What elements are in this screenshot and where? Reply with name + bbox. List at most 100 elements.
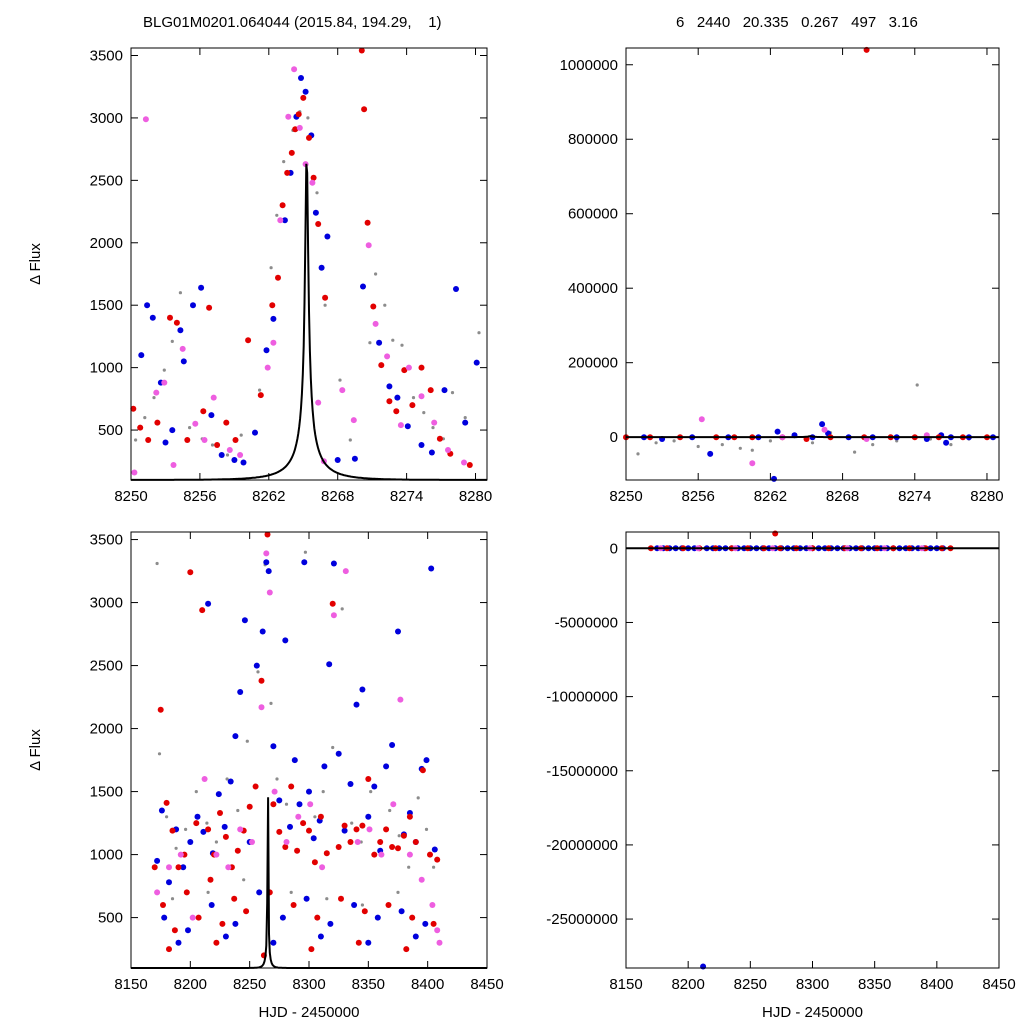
- data-point: [213, 851, 220, 858]
- data-point: [243, 908, 250, 915]
- data-point: [436, 939, 443, 946]
- data-point: [154, 889, 161, 896]
- data-point: [315, 221, 322, 227]
- y-tick-label: 3000: [90, 110, 123, 127]
- data-point: [194, 790, 198, 794]
- data-point: [295, 813, 302, 820]
- data-point: [317, 933, 324, 940]
- data-point: [371, 851, 378, 858]
- data-point: [256, 889, 263, 896]
- x-tick-label: 8350: [858, 976, 891, 993]
- data-point: [193, 820, 200, 827]
- data-point: [636, 452, 640, 456]
- x-tick-label: 8300: [796, 976, 829, 993]
- data-point: [315, 191, 319, 195]
- data-point: [171, 927, 178, 934]
- data-point: [294, 847, 301, 854]
- data-point: [430, 920, 437, 927]
- x-tick-label: 8250: [734, 976, 767, 993]
- data-point: [271, 788, 278, 795]
- data-point: [269, 701, 273, 706]
- data-point: [310, 835, 317, 842]
- y-tick-label: 3500: [90, 47, 123, 64]
- data-point: [391, 338, 395, 342]
- data-point: [201, 776, 208, 782]
- x-tick-label: 8450: [470, 976, 503, 993]
- data-point: [231, 457, 238, 463]
- data-point: [263, 347, 270, 354]
- data-point: [236, 808, 240, 813]
- data-point: [295, 111, 302, 118]
- data-point: [329, 600, 336, 607]
- data-point: [276, 797, 283, 804]
- data-point: [401, 367, 408, 374]
- x-tick-label: 8268: [321, 488, 354, 505]
- data-point: [354, 839, 361, 845]
- data-point: [144, 302, 151, 309]
- data-point: [339, 387, 346, 394]
- x-tick-label: 8200: [174, 976, 207, 993]
- data-point: [130, 405, 137, 412]
- data-point: [275, 274, 281, 281]
- data-point: [388, 808, 392, 813]
- data-point: [183, 889, 190, 896]
- plot-frame: [625, 531, 1000, 969]
- data-point: [131, 469, 138, 476]
- data-point: [166, 946, 172, 953]
- data-point: [303, 550, 307, 554]
- y-tick-label: -10000000: [546, 689, 618, 706]
- data-point: [397, 696, 404, 703]
- data-point: [170, 339, 174, 343]
- data-point: [252, 783, 259, 790]
- data-point: [145, 437, 152, 443]
- x-axis-label: HJD - 2450000: [762, 1004, 863, 1021]
- data-point: [246, 803, 253, 810]
- data-point: [368, 341, 372, 345]
- data-point: [232, 733, 239, 740]
- data-point: [330, 612, 337, 619]
- data-point: [450, 391, 455, 395]
- data-point: [416, 796, 420, 800]
- data-point: [270, 801, 277, 808]
- data-point: [407, 865, 411, 869]
- data-point: [453, 286, 459, 292]
- data-point: [326, 661, 333, 668]
- x-tick-label: 8280: [459, 488, 492, 505]
- data-point: [335, 750, 342, 757]
- data-point: [895, 439, 899, 443]
- data-point: [298, 75, 304, 81]
- data-point: [466, 462, 473, 468]
- data-point: [370, 303, 377, 310]
- data-point: [383, 303, 387, 307]
- data-point: [428, 449, 435, 456]
- data-point: [738, 446, 742, 450]
- data-point: [275, 213, 279, 217]
- data-point: [291, 757, 298, 764]
- panel-top-right: 8250 8256 8262 8268 8274 8280 0 200000 400000 600…: [560, 46, 1004, 505]
- data-point: [418, 364, 425, 371]
- y-tick-label: 500: [98, 910, 123, 927]
- data-point: [175, 864, 182, 871]
- data-point: [264, 364, 271, 371]
- data-point: [190, 302, 196, 309]
- data-point: [199, 607, 206, 614]
- data-point: [225, 864, 232, 871]
- data-point: [142, 116, 149, 123]
- x-tick-label: 8274: [898, 488, 931, 505]
- data-point: [359, 822, 366, 829]
- data-point: [184, 827, 188, 832]
- data-point: [180, 864, 187, 871]
- y-tick-label: 3000: [90, 595, 123, 612]
- data-point: [377, 839, 384, 845]
- data-point: [672, 439, 676, 443]
- data-point: [306, 788, 312, 795]
- data-point: [308, 946, 315, 953]
- data-point: [915, 383, 919, 387]
- data-point: [218, 452, 225, 458]
- data-point: [322, 294, 329, 301]
- x-axis-label: HJD - 2450000: [259, 1004, 360, 1021]
- data-point: [166, 879, 172, 886]
- data-point: [321, 790, 325, 794]
- x-tick-label: 8256: [183, 488, 216, 505]
